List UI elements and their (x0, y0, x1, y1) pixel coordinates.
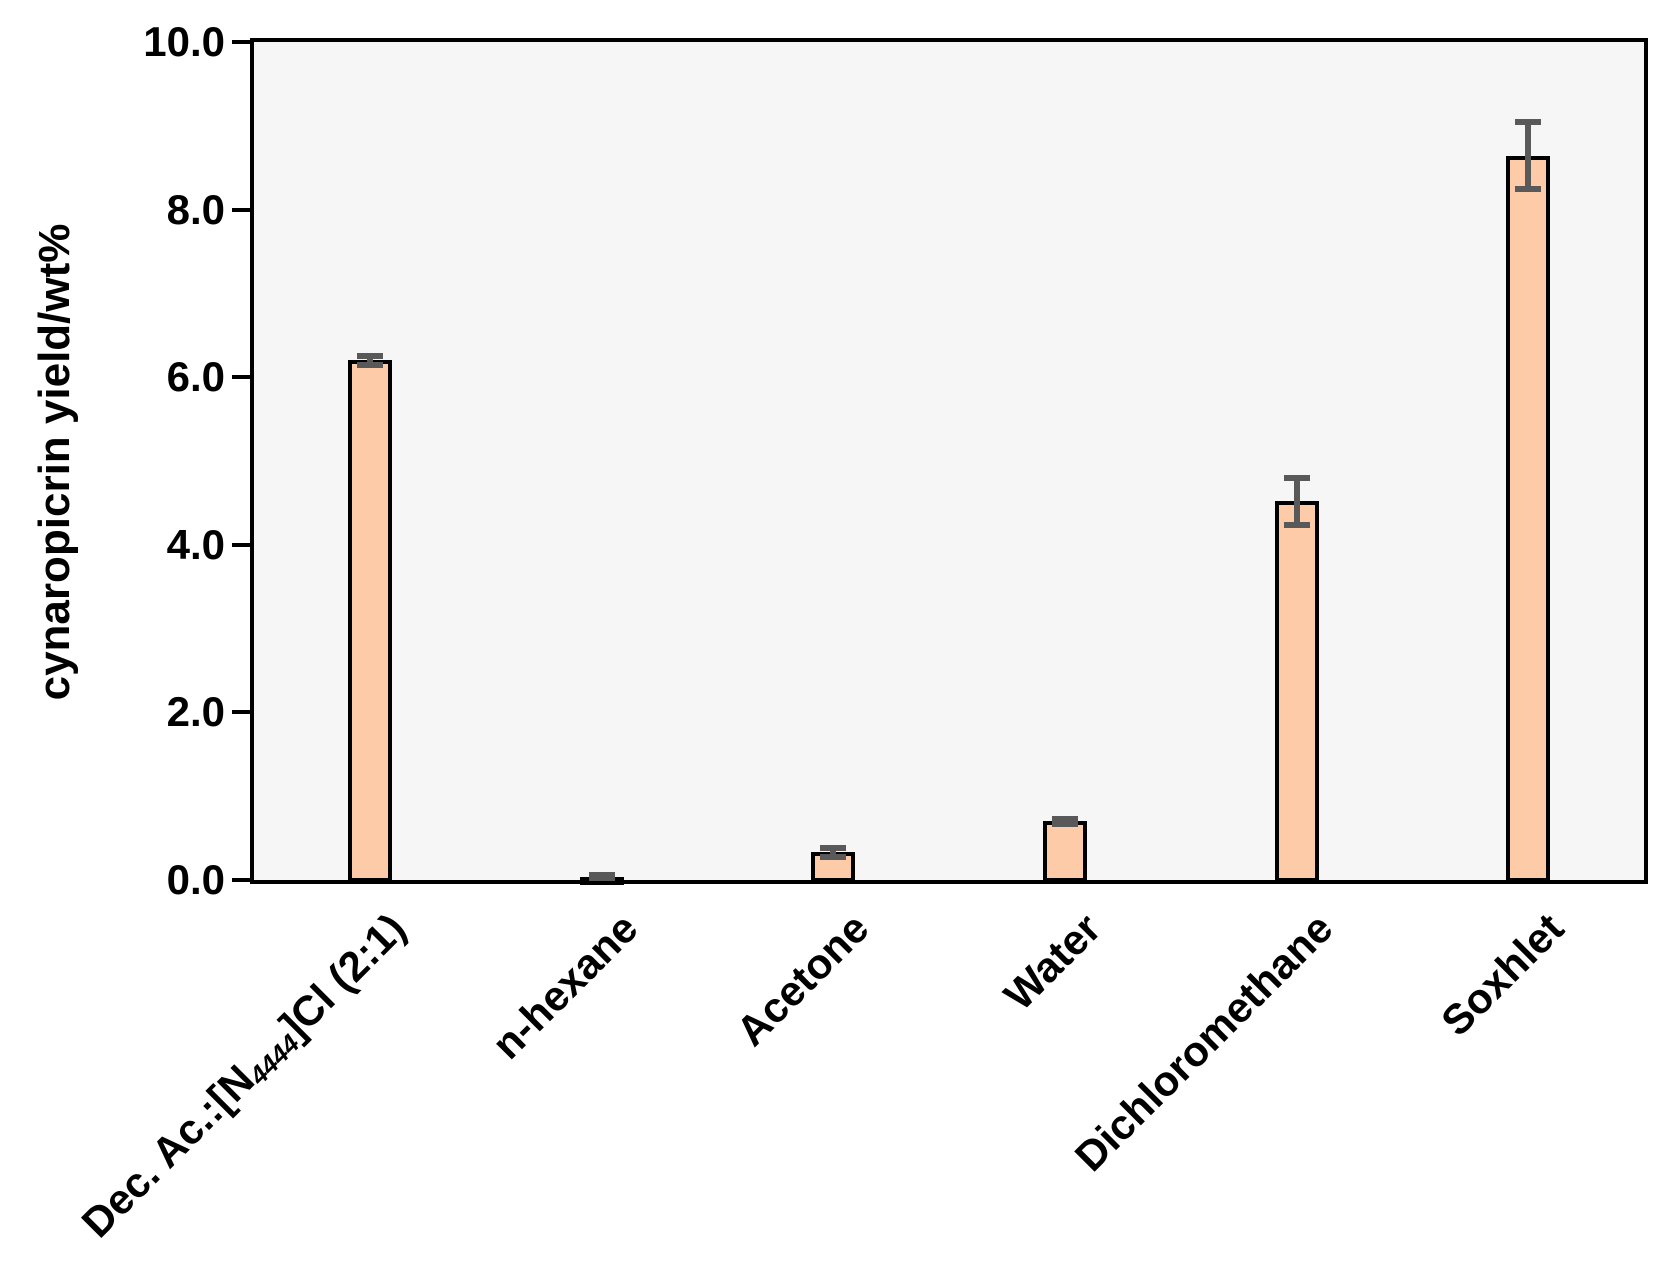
bar (1274, 501, 1319, 882)
y-tick-label: 4.0 (166, 520, 225, 568)
error-bar-line (1525, 122, 1532, 190)
error-bar-cap (820, 845, 847, 852)
y-tick-mark (232, 375, 250, 380)
error-bar-cap (1051, 820, 1078, 827)
bar (1042, 821, 1087, 882)
error-bar-cap (820, 853, 847, 860)
bar (347, 360, 392, 882)
y-axis-title: cynaropicrin yield/wt% (30, 223, 79, 701)
y-tick-label: 0.0 (166, 856, 225, 903)
error-bar-line (830, 848, 837, 857)
y-tick-label: 10.0 (143, 18, 225, 65)
plot-area (250, 38, 1648, 884)
y-tick-mark (232, 878, 250, 882)
error-bar-cap (1515, 119, 1542, 126)
error-bar-cap (588, 875, 615, 882)
error-bar-cap (1283, 474, 1310, 481)
y-tick-label: 8.0 (166, 185, 225, 233)
y-tick-mark (232, 207, 250, 212)
error-bar-cap (356, 361, 383, 368)
error-bar-line (366, 356, 373, 365)
error-bar-cap (1283, 521, 1310, 528)
y-tick-mark (232, 710, 250, 715)
error-bar-cap (588, 871, 615, 878)
y-tick-mark (232, 542, 250, 547)
error-bar-cap (1051, 815, 1078, 822)
y-tick-label: 2.0 (166, 688, 225, 736)
bar (1506, 155, 1551, 882)
error-bar-line (1293, 477, 1300, 525)
y-tick-label: 6.0 (166, 353, 225, 401)
y-tick-mark (232, 40, 250, 44)
error-bar-cap (1515, 186, 1542, 193)
error-bar-cap (356, 353, 383, 360)
